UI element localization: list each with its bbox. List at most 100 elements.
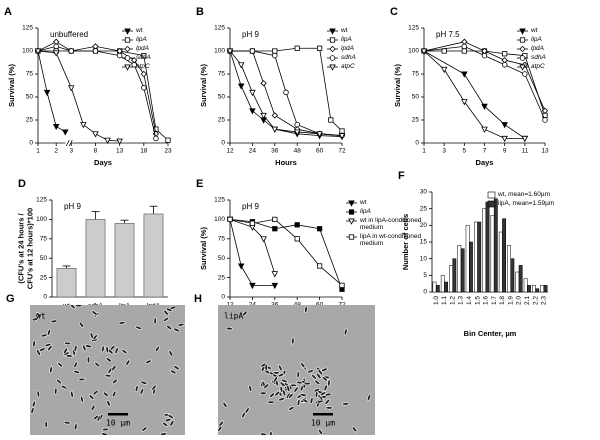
legend-marker (329, 45, 336, 53)
x-tick-label: 1.6 (483, 296, 490, 305)
marker (461, 43, 468, 50)
series-line (37, 50, 120, 142)
legend-marker (124, 64, 131, 71)
axis-break (68, 139, 73, 147)
bar (507, 245, 511, 293)
series-line (229, 219, 276, 274)
legend-marker (348, 218, 355, 225)
legend-marker (329, 37, 336, 43)
cell (101, 432, 108, 435)
cell (173, 365, 180, 371)
cell (36, 312, 42, 318)
cell (73, 423, 78, 431)
legend-item: lpdA (341, 45, 354, 52)
scale-bar (313, 413, 333, 416)
marker (92, 131, 99, 138)
marker (260, 80, 267, 87)
x-tick-label: 2.3 (541, 296, 548, 305)
marker (141, 52, 147, 59)
marker (521, 135, 529, 143)
cell (296, 399, 301, 407)
x-tick-label: 1.7 (491, 296, 498, 305)
x-tick-label: 23 (164, 148, 172, 155)
marker (116, 138, 123, 145)
cell (274, 390, 280, 397)
legend-marker (519, 28, 526, 35)
bar (457, 245, 462, 293)
legend-label: wt (341, 27, 348, 34)
annotation: pH 9 (242, 202, 259, 211)
y-axis-title: Survival (%) (393, 64, 402, 107)
marker (260, 236, 267, 243)
cell (54, 387, 58, 395)
legend-item: wt in lipA-conditioned medium (360, 217, 422, 231)
cell (318, 428, 323, 435)
marker (62, 129, 69, 136)
micrograph (30, 305, 185, 435)
image-label: wt (36, 312, 46, 321)
cell (168, 350, 174, 357)
bar (510, 258, 515, 293)
legend-swatch (487, 191, 496, 199)
y-tick-label: 100 (214, 216, 225, 223)
cell (111, 365, 117, 372)
cell (343, 328, 348, 336)
marker (501, 122, 508, 129)
x-axis-title: Bin Center, µm (464, 329, 517, 338)
cell (296, 371, 300, 379)
cell (56, 378, 62, 385)
series-line (423, 45, 546, 121)
cell (153, 317, 157, 325)
y-tick-label: 0 (415, 140, 419, 147)
cell (288, 393, 294, 399)
cell (165, 307, 173, 312)
cells (218, 305, 371, 435)
cell (367, 394, 371, 401)
annotation: pH 7.5 (436, 30, 460, 39)
bar (518, 265, 523, 293)
cell (82, 344, 87, 352)
cells (30, 305, 185, 435)
legend-item: lipA, mean=1.59µm (498, 200, 554, 207)
bar (515, 271, 520, 293)
cell (316, 372, 322, 380)
legend-item: wt (136, 27, 143, 34)
cell (307, 369, 314, 374)
y-axis-title: CFU's at 12 hours)*100 (25, 208, 34, 289)
y-axis-title: (CFU's at 24 hours / (16, 213, 25, 284)
y-tick-label: 125 (22, 25, 33, 32)
marker (249, 108, 256, 115)
marker (316, 226, 323, 232)
series-line (423, 50, 526, 139)
y-tick-label: 0 (43, 294, 47, 301)
y-tick-label: 0 (29, 140, 33, 147)
bar (432, 281, 437, 293)
legend-marker (348, 234, 355, 240)
legend-label: wt in lipA-conditioned medium (360, 217, 422, 231)
cell (63, 420, 71, 425)
y-tick-label: 125 (214, 197, 225, 204)
cell (107, 367, 113, 374)
cell (92, 415, 99, 421)
cell (75, 305, 83, 308)
marker (316, 263, 323, 269)
panel-label: F (398, 170, 405, 182)
cell (111, 378, 118, 385)
cell (291, 337, 295, 345)
y-tick-label: 25 (412, 117, 420, 124)
y-tick-label: 75 (218, 236, 226, 243)
cell (225, 326, 233, 331)
bar (477, 221, 482, 293)
cell (94, 361, 101, 368)
marker (249, 220, 256, 226)
y-tick-label: 100 (36, 216, 47, 223)
marker (420, 48, 428, 55)
x-tick-label: 2.1 (524, 296, 531, 305)
legend-label: atpC (531, 63, 545, 70)
marker (260, 112, 267, 120)
cell (300, 362, 306, 369)
legend-label: lipA in wt-conditioned medium (360, 233, 422, 247)
cell (173, 327, 180, 333)
cell (44, 420, 48, 429)
x-tick-label: 18 (140, 148, 148, 155)
